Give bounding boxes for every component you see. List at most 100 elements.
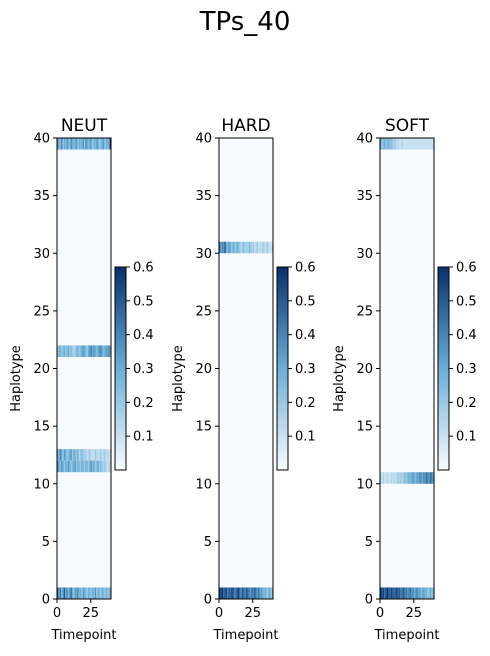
heatmap-cell bbox=[407, 138, 409, 150]
heatmap-cell bbox=[388, 472, 390, 484]
heatmap-cell bbox=[227, 587, 229, 599]
heatmap-cell bbox=[102, 449, 105, 461]
heatmap-cell bbox=[396, 138, 398, 150]
heatmap-cell bbox=[73, 460, 75, 473]
heatmap-cell bbox=[85, 449, 87, 461]
heatmap-cell bbox=[106, 449, 109, 461]
heatmap-cell bbox=[84, 449, 86, 461]
panel-hard: HARD 0 5 10 15 20 25 30 35 40 0 25 Timepoint Haplotyp… bbox=[171, 116, 316, 643]
heatmap-cell bbox=[256, 587, 259, 599]
heatmap-cell bbox=[93, 138, 95, 150]
heatmap-cell bbox=[57, 138, 59, 150]
y-tick-label: 0 bbox=[204, 593, 212, 608]
heatmap-cell bbox=[73, 449, 75, 461]
y-axis-label: Haplotype bbox=[9, 345, 24, 412]
heatmap-cell bbox=[380, 587, 382, 599]
heatmap-cell bbox=[105, 460, 108, 473]
heatmap-cell bbox=[66, 345, 68, 357]
heatmap-cell bbox=[59, 345, 62, 357]
heatmap-cell bbox=[425, 138, 428, 150]
heatmap-cell bbox=[62, 587, 64, 599]
heatmap-cell bbox=[401, 472, 404, 484]
heatmap-cell bbox=[429, 472, 432, 484]
heatmap-cell bbox=[409, 472, 412, 484]
heatmap-cell bbox=[82, 138, 85, 150]
heatmap-cell bbox=[247, 587, 249, 599]
y-tick-label: 5 bbox=[42, 535, 50, 550]
heatmap-cell bbox=[92, 587, 94, 599]
heatmap-cell bbox=[263, 587, 266, 599]
heatmap-cell bbox=[423, 138, 425, 150]
heatmap-cell bbox=[94, 345, 97, 357]
heatmap-cell bbox=[419, 587, 421, 599]
heatmap-cell bbox=[57, 587, 59, 599]
colorbar-tick-label: 0.3 bbox=[295, 362, 316, 377]
heatmap-cell bbox=[236, 587, 239, 599]
heatmap-cell bbox=[97, 587, 100, 599]
heatmap-cell bbox=[81, 460, 83, 473]
heatmap-cell bbox=[65, 460, 67, 473]
heatmap-cell bbox=[100, 587, 102, 599]
heatmap-cell bbox=[81, 138, 83, 150]
heatmap-cell bbox=[98, 138, 101, 150]
heatmap-cell bbox=[404, 587, 406, 599]
panel-title: HARD bbox=[221, 116, 270, 136]
y-tick-label: 20 bbox=[33, 362, 50, 377]
heatmap-cell bbox=[420, 587, 423, 599]
y-tick-label: 25 bbox=[356, 304, 373, 319]
y-tick-label: 35 bbox=[356, 189, 373, 204]
heatmap-cell bbox=[97, 460, 100, 473]
heatmap-cell bbox=[71, 449, 74, 461]
heatmap-cell bbox=[407, 587, 409, 599]
heatmap-cell bbox=[86, 345, 89, 357]
heatmap-cell bbox=[73, 138, 75, 150]
heatmap-cell bbox=[106, 138, 109, 150]
heatmap-cell bbox=[250, 587, 252, 599]
heatmap-cell bbox=[231, 241, 233, 254]
y-tick-label: 30 bbox=[33, 247, 50, 262]
heatmap-cell bbox=[65, 587, 67, 599]
y-tick-label: 10 bbox=[356, 477, 373, 492]
heatmap-cell bbox=[396, 472, 398, 484]
heatmap-cell bbox=[90, 587, 93, 599]
heatmap-cell bbox=[92, 345, 94, 357]
heatmap-cell bbox=[70, 460, 73, 473]
heatmap-cell bbox=[237, 587, 240, 599]
heatmap-cell bbox=[425, 587, 428, 599]
heatmap-cell bbox=[389, 138, 391, 150]
heatmap-cell bbox=[220, 587, 222, 599]
heatmap-cell bbox=[69, 460, 71, 473]
heatmap-cell bbox=[393, 472, 396, 484]
heatmap-cell bbox=[256, 241, 259, 254]
heatmap-cell bbox=[267, 587, 270, 599]
heatmap-cell bbox=[271, 241, 274, 254]
heatmap-cell bbox=[93, 587, 95, 599]
heatmap-cell bbox=[93, 345, 95, 357]
heatmap-cell bbox=[71, 345, 74, 357]
heatmap-cell bbox=[413, 587, 416, 599]
y-tick-label: 40 bbox=[356, 132, 373, 147]
heatmap-cell bbox=[419, 138, 421, 150]
heatmap-cell bbox=[408, 138, 410, 150]
heatmap-cell bbox=[423, 587, 425, 599]
heatmap-cell bbox=[259, 241, 262, 254]
heatmap-cell bbox=[65, 138, 67, 150]
heatmap-cell bbox=[62, 449, 64, 461]
heatmap-cell bbox=[65, 345, 67, 357]
heatmap-cell bbox=[71, 138, 74, 150]
heatmap-cell bbox=[85, 460, 87, 473]
heatmap-cell bbox=[251, 587, 253, 599]
heatmap-cell bbox=[67, 345, 70, 357]
heatmap-cell bbox=[405, 138, 408, 150]
heatmap-cell bbox=[262, 241, 264, 254]
heatmap-cell bbox=[224, 241, 226, 254]
heatmap-cell bbox=[247, 241, 249, 254]
y-tick-label: 0 bbox=[365, 593, 373, 608]
heatmap-cell bbox=[84, 345, 86, 357]
heatmap-cell bbox=[62, 345, 64, 357]
heatmap-cell bbox=[385, 587, 387, 599]
heatmap-cell bbox=[221, 587, 224, 599]
heatmap-cell bbox=[392, 587, 394, 599]
heatmap-cell bbox=[384, 587, 386, 599]
heatmap-cell bbox=[407, 472, 409, 484]
